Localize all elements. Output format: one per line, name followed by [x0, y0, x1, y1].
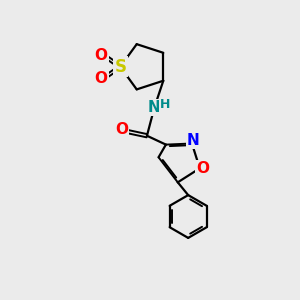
Text: O: O [94, 48, 107, 63]
Text: O: O [115, 122, 128, 137]
Text: O: O [196, 161, 209, 176]
Text: O: O [94, 70, 107, 86]
Text: N: N [148, 100, 161, 115]
Text: N: N [187, 133, 200, 148]
Text: H: H [160, 98, 170, 111]
Text: S: S [114, 58, 126, 76]
